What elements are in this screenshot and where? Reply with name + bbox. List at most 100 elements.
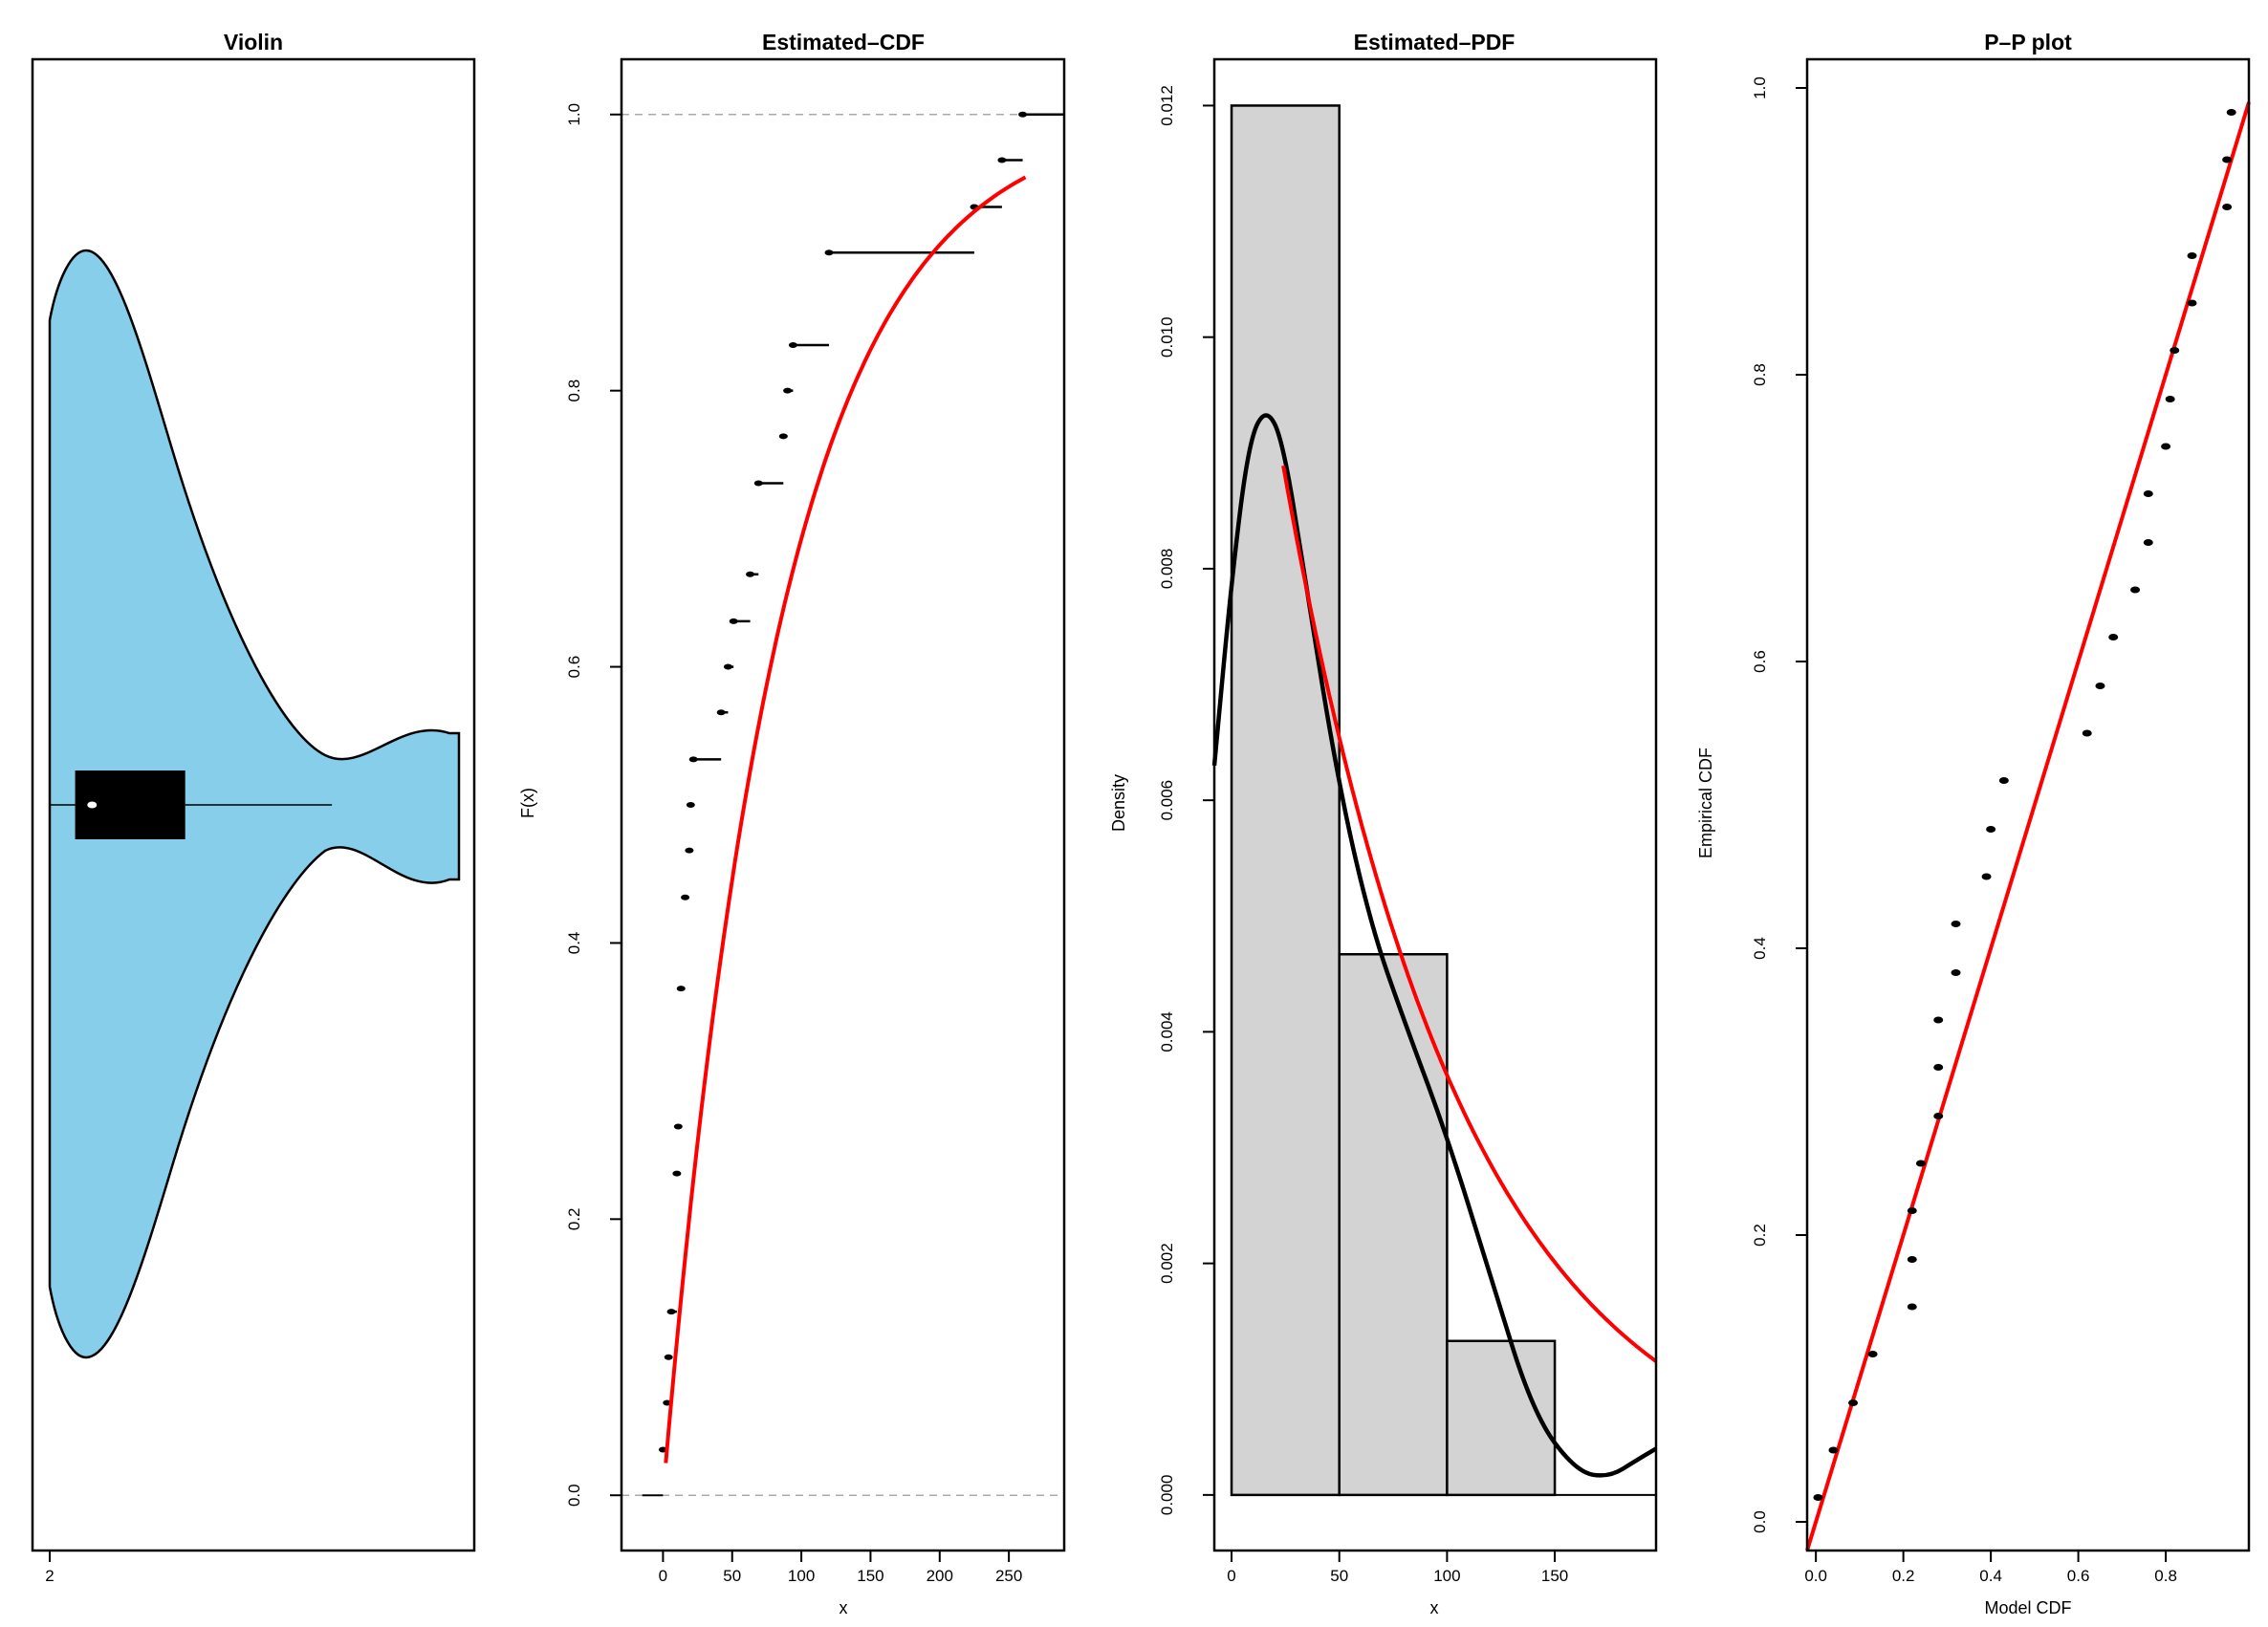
cdf-step-point <box>666 1309 676 1315</box>
pp-point <box>2143 490 2153 497</box>
pdf-x-tick-label: 100 <box>1433 1567 1460 1585</box>
cdf-step-point <box>688 756 698 763</box>
cdf-x-tick-label: 0 <box>659 1567 667 1585</box>
pp-point <box>1828 1446 1839 1454</box>
pdf-y-label: Density <box>1109 774 1128 832</box>
panel-pp: P–P plot 0.0 0.2 0.4 0.6 0.8 0.0 0.2 0.4 0.6 0.8 1… <box>1696 30 2251 1617</box>
pdf-hist-bar <box>1230 104 1341 1497</box>
violin-x-tick-label: 2 <box>45 1567 54 1585</box>
cdf-step-point <box>824 249 834 256</box>
violin-plot-frame <box>31 57 476 1552</box>
pdf-x-tick-label: 0 <box>1227 1567 1235 1585</box>
cdf-title: Estimated–CDF <box>762 30 925 54</box>
pp-y-tick-label: 0.2 <box>1751 1224 1769 1247</box>
pp-point <box>1933 1113 1944 1119</box>
pp-point <box>2161 443 2171 450</box>
pdf-title: Estimated–PDF <box>1354 30 1516 54</box>
pp-point <box>1933 1064 1944 1071</box>
cdf-x-label: x <box>840 1598 848 1617</box>
pdf-hist-bar <box>1446 1339 1557 1497</box>
pdf-x-label: x <box>1430 1598 1439 1617</box>
cdf-x-tick-label: 100 <box>788 1567 815 1585</box>
pp-x-tick-label: 0.0 <box>1804 1567 1827 1585</box>
cdf-step-point <box>716 709 726 716</box>
pp-point <box>2143 539 2153 546</box>
pp-point <box>2187 299 2197 307</box>
pp-point <box>2222 204 2233 210</box>
pp-point <box>2108 634 2119 640</box>
cdf-step-point <box>997 157 1007 163</box>
cdf-step-point <box>672 1170 682 1177</box>
pdf-plot-frame <box>1212 57 1658 1552</box>
pp-x-tick-label: 0.8 <box>2154 1567 2177 1585</box>
pp-y-tick-label: 0.8 <box>1751 363 1769 386</box>
pp-point <box>1867 1351 1878 1357</box>
pp-y-tick-label: 1.0 <box>1751 76 1769 99</box>
pp-point <box>2130 586 2141 594</box>
pp-plot-frame <box>1805 57 2251 1552</box>
pp-point <box>2226 109 2236 116</box>
pp-point <box>2222 156 2233 163</box>
pdf-y-tick-label: 0.002 <box>1158 1243 1176 1284</box>
pdf-x-tick-label: 150 <box>1541 1567 1568 1585</box>
pp-y-tick-label: 0.6 <box>1751 650 1769 673</box>
pp-point <box>1933 1016 1944 1024</box>
pdf-x-tick-label: 50 <box>1330 1567 1348 1585</box>
pp-point <box>2165 396 2175 402</box>
pp-point <box>1998 777 2009 784</box>
pp-x-tick-label: 0.6 <box>2067 1567 2090 1585</box>
pp-point <box>1915 1160 1926 1167</box>
pdf-y-tick-label: 0.000 <box>1158 1475 1176 1516</box>
violin-body <box>48 249 461 1359</box>
cdf-step-point <box>676 986 686 992</box>
panel-violin: Violin 2 <box>31 30 476 1585</box>
cdf-step-point <box>673 1123 683 1130</box>
cdf-x-tick-label: 200 <box>927 1567 953 1585</box>
pdf-y-tick-label: 0.012 <box>1158 85 1176 126</box>
cdf-step-point <box>664 1354 673 1360</box>
pp-y-tick-label: 0.4 <box>1751 937 1769 960</box>
pdf-fit-line <box>1281 465 1658 1363</box>
pp-point <box>2082 729 2092 737</box>
pdf-y-tick-label: 0.008 <box>1158 549 1176 590</box>
pp-point <box>2170 347 2180 354</box>
cdf-x-tick-label: 150 <box>857 1567 883 1585</box>
panel-cdf: Estimated–CDF 0 50 100 150 200 250 0.0 0.2 0.4 0.… <box>518 30 1066 1617</box>
pdf-hist-bar <box>1338 952 1449 1497</box>
cdf-step-point <box>788 342 797 348</box>
pp-x-label: Model CDF <box>1984 1598 2071 1617</box>
pp-y-label: Empirical CDF <box>1696 748 1715 858</box>
cdf-step-point <box>686 802 695 808</box>
panel-pdf: Estimated–PDF 0 50 100 150 0.000 0.002 0.004 0.… <box>1109 30 1658 1617</box>
pp-point <box>1813 1494 1823 1501</box>
cdf-fit-line <box>664 175 1027 1464</box>
cdf-y-tick-label: 0.2 <box>565 1208 583 1231</box>
pp-point <box>1951 969 1961 976</box>
pp-point <box>1848 1399 1859 1406</box>
pp-x-tick-label: 0.4 <box>1979 1567 2002 1585</box>
pp-point <box>1951 921 1961 927</box>
cdf-y-tick-label: 0.4 <box>565 932 583 955</box>
pp-point <box>1907 1256 1917 1263</box>
pdf-y-tick-label: 0.006 <box>1158 780 1176 821</box>
cdf-step-point <box>783 387 793 394</box>
violin-median-dot <box>87 801 98 809</box>
pp-x-tick-label: 0.2 <box>1892 1567 1915 1585</box>
pp-point <box>1986 826 1996 833</box>
cdf-y-tick-label: 0.0 <box>565 1484 583 1507</box>
violin-title: Violin <box>224 30 283 54</box>
cdf-y-tick-label: 0.6 <box>565 656 583 679</box>
cdf-step-point <box>746 571 755 577</box>
cdf-y-tick-label: 0.8 <box>565 380 583 402</box>
cdf-step-point <box>681 894 690 900</box>
cdf-x-tick-label: 250 <box>995 1567 1022 1585</box>
pp-point <box>2187 252 2197 259</box>
pp-point <box>1981 873 1992 880</box>
pdf-kde-line <box>1211 413 1658 1478</box>
pp-title: P–P plot <box>1984 30 2072 54</box>
pp-point <box>2095 683 2105 689</box>
pp-point <box>1907 1207 1917 1214</box>
cdf-plot-frame <box>620 57 1066 1552</box>
cdf-step-point <box>1018 111 1028 118</box>
